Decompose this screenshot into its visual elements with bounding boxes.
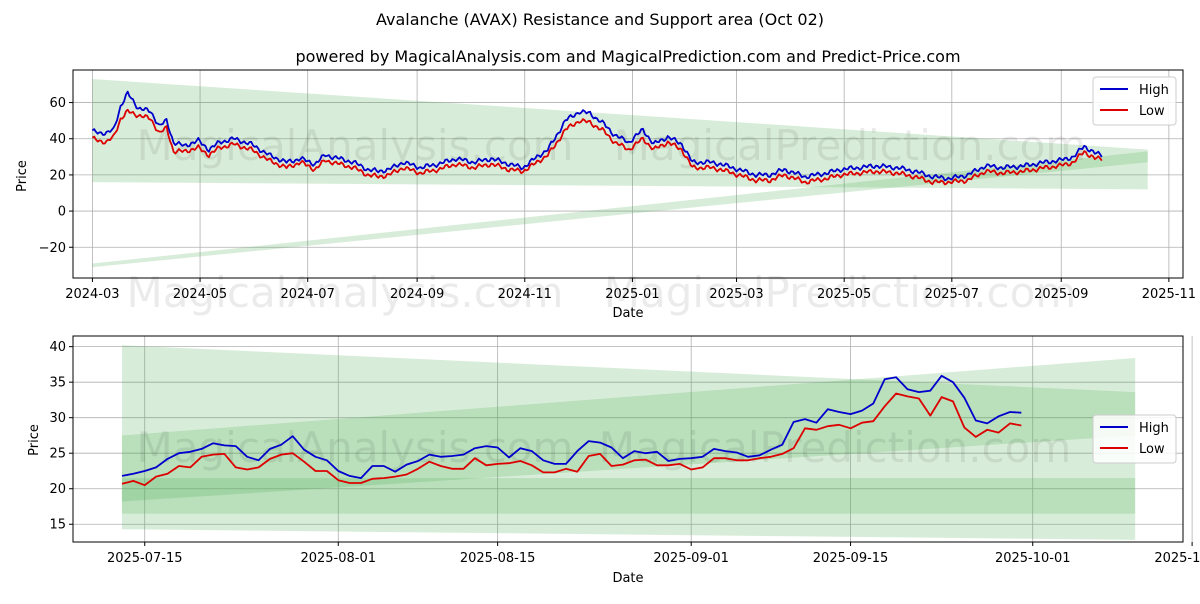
top-xtick-label: 2024-11 — [498, 287, 552, 302]
top-legend-low-label: Low — [1139, 104, 1165, 119]
top-ytick-label: −20 — [39, 241, 66, 256]
top-chart-legend: High Low — [1092, 76, 1177, 126]
top-xtick-label: 2025-01 — [605, 287, 659, 302]
bottom-chart-legend: High Low — [1092, 414, 1177, 464]
chart-title: Avalanche (AVAX) Resistance and Support … — [376, 10, 824, 29]
bottom-legend-low-label: Low — [1139, 442, 1165, 457]
top-chart-frame — [72, 69, 1184, 279]
bottom-xtick-label: 2025-08-15 — [460, 551, 536, 566]
top-chart-xlabel: Date — [612, 306, 643, 321]
bottom-band-3 — [121, 478, 1136, 514]
top-ytick-label: 60 — [49, 96, 66, 111]
bottom-chart-ylabel: Price — [27, 424, 42, 456]
bottom-xtick-label: 2025-09-01 — [653, 551, 729, 566]
bottom-xtick-label: 2025-10-15 — [1154, 551, 1200, 566]
watermark-prediction-2: MagicalPrediction.com — [604, 268, 1077, 317]
top-xtick-label: 2024-05 — [173, 287, 227, 302]
top-chart: MagicalAnalysis.com MagicalPrediction.co… — [15, 69, 1196, 321]
bottom-xtick-label: 2025-10-01 — [995, 551, 1071, 566]
top-xtick-label: 2024-09 — [390, 287, 444, 302]
bottom-xtick-label: 2025-07-15 — [107, 551, 183, 566]
top-ytick-label: 20 — [49, 168, 66, 183]
bottom-chart-ticks: 15 20 25 30 35 40 2025-07-15 2025-08-01 2025-08-… — [49, 340, 1200, 566]
bottom-ytick-label: 40 — [49, 340, 66, 355]
top-series-high-line — [91, 90, 1103, 182]
bottom-xtick-label: 2025-09-15 — [813, 551, 889, 566]
bottom-xtick-label: 2025-08-01 — [300, 551, 376, 566]
top-chart-bands — [92, 79, 1148, 268]
bottom-ytick-label: 15 — [49, 518, 66, 533]
bottom-series-high-line — [121, 374, 1022, 479]
watermark-analysis-2: MagicalAnalysis.com — [127, 268, 564, 317]
bottom-chart-frame — [72, 335, 1184, 543]
top-xtick-label: 2025-07 — [925, 287, 979, 302]
top-chart-ylabel: Price — [15, 160, 30, 192]
watermark-prediction: MagicalPrediction.com — [614, 121, 1087, 170]
top-series-low-line — [91, 108, 1103, 186]
top-xtick-label: 2024-03 — [65, 287, 119, 302]
bottom-ytick-label: 20 — [49, 482, 66, 497]
bottom-chart-watermarks: MagicalAnalysis.com MagicalPrediction.co… — [137, 423, 1072, 472]
top-xtick-label: 2025-03 — [709, 287, 763, 302]
top-legend-high-label: High — [1139, 83, 1169, 98]
top-band-2 — [92, 151, 1148, 268]
top-xtick-label: 2025-09 — [1034, 287, 1088, 302]
bottom-ytick-label: 35 — [49, 376, 66, 391]
top-xtick-label: 2025-05 — [817, 287, 871, 302]
bottom-ytick-label: 25 — [49, 447, 66, 462]
top-xtick-label: 2024-07 — [281, 287, 335, 302]
chart-subtitle: powered by MagicalAnalysis.com and Magic… — [295, 47, 960, 66]
top-chart-ticks: −20 0 20 40 60 2024-03 2024-05 2024-07 2024-09 20… — [39, 96, 1196, 302]
bottom-series-low-line — [121, 392, 1022, 487]
top-xtick-label: 2025-11 — [1142, 287, 1196, 302]
bottom-chart-xlabel: Date — [612, 571, 643, 586]
bottom-legend-high-label: High — [1139, 421, 1169, 436]
bottom-chart-series — [121, 374, 1022, 487]
top-chart-series — [91, 90, 1103, 186]
top-ytick-label: 0 — [58, 205, 66, 220]
top-ytick-label: 40 — [49, 132, 66, 147]
bottom-band-1 — [121, 345, 1136, 540]
bottom-chart: MagicalAnalysis.com MagicalPrediction.co… — [27, 335, 1200, 586]
bottom-ytick-label: 30 — [49, 411, 66, 426]
watermark-analysis-3: MagicalAnalysis.com — [137, 423, 574, 472]
